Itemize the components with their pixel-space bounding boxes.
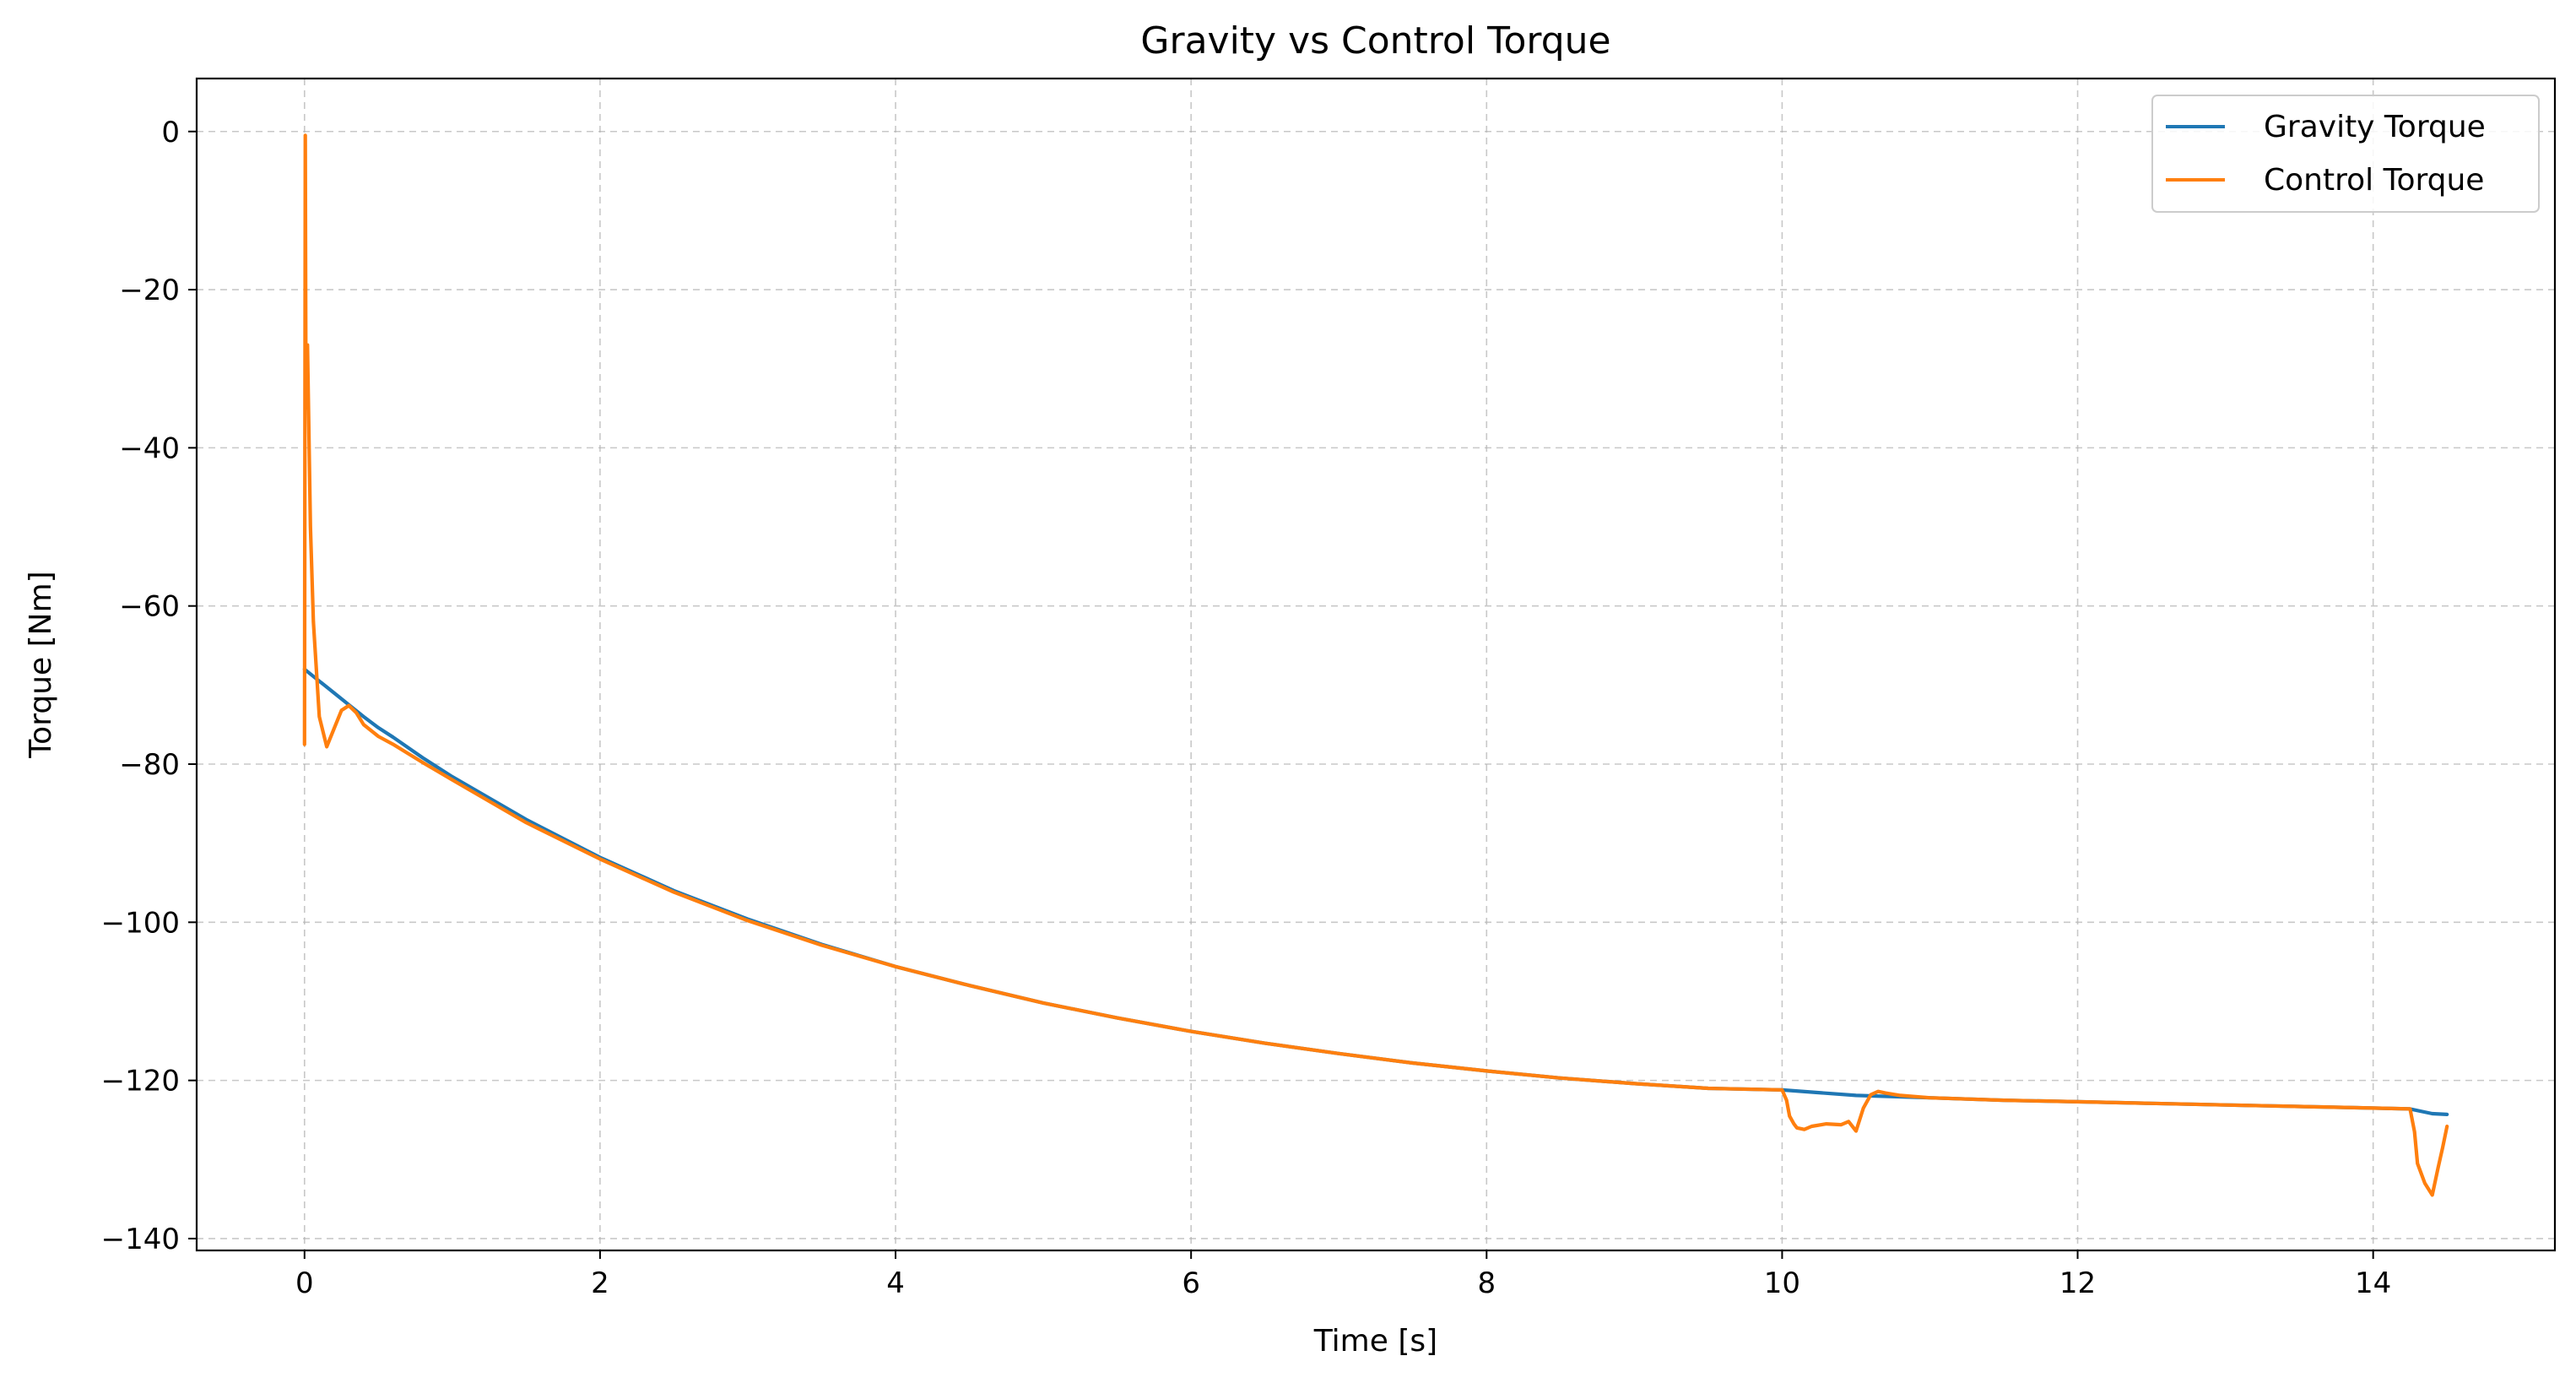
series-lines (302, 133, 2449, 1197)
y-tick-label: −20 (119, 274, 180, 307)
y-tick-label: −140 (101, 1223, 180, 1256)
legend-label-gravity-torque: Gravity Torque (2264, 110, 2486, 144)
x-tick-label: 10 (1764, 1266, 1800, 1300)
legend-box (2151, 95, 2540, 213)
y-tick-label: −100 (101, 906, 180, 940)
y-tick-label: −120 (101, 1065, 180, 1098)
chart-title: Gravity vs Control Torque (1140, 19, 1610, 62)
x-tick-label: 4 (886, 1266, 905, 1300)
y-tick-label: −40 (119, 431, 180, 465)
legend-label-control-torque: Control Torque (2264, 163, 2484, 198)
y-tick-label: −60 (119, 590, 180, 624)
x-tick-label: 0 (295, 1266, 314, 1300)
y-axis-title: Torque [Nm] (24, 571, 58, 758)
x-tick-label: 14 (2355, 1266, 2391, 1300)
x-tick-label: 6 (1182, 1266, 1200, 1300)
y-tick-label: −80 (119, 748, 180, 782)
x-tick-label: 8 (1477, 1266, 1496, 1300)
plot-frame (195, 77, 2557, 1252)
axis-ticks: 0 2 4 6 8 10 12 14 0 −20 −40 −60 −80 −100 −120 −140 (101, 116, 2392, 1300)
series-line-control-torque (302, 133, 2449, 1197)
x-tick-label: 12 (2059, 1266, 2096, 1300)
grid (197, 79, 2555, 1250)
x-axis-title: Time [s] (1313, 1324, 1437, 1359)
y-tick-label: 0 (161, 116, 180, 149)
legend: Gravity Torque Control Torque (2151, 95, 2540, 213)
x-tick-label: 2 (591, 1266, 609, 1300)
